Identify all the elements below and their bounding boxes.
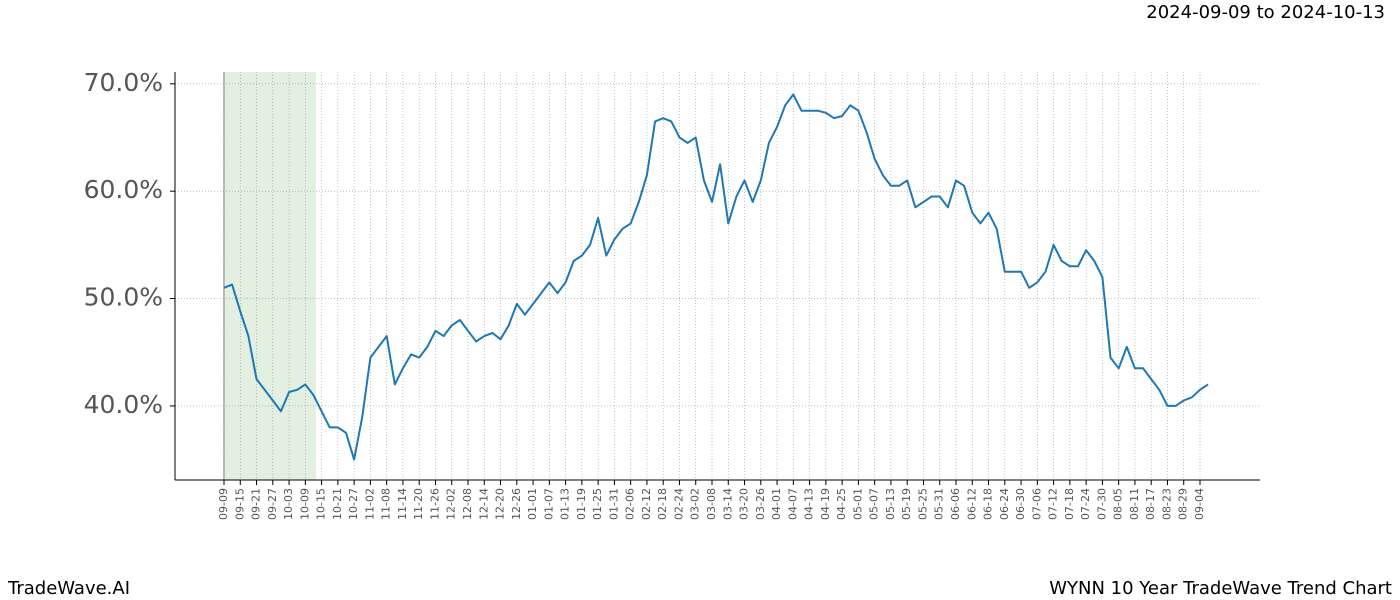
y-tick-label: 50.0% (84, 283, 163, 312)
x-tick-label: 02-06 (624, 488, 637, 520)
x-tick-label: 05-19 (900, 488, 913, 520)
x-tick-label: 07-12 (1047, 488, 1060, 520)
y-tick-label: 60.0% (84, 175, 163, 204)
x-tick-label: 05-31 (933, 488, 946, 520)
x-tick-label: 01-31 (607, 488, 620, 520)
x-tick-label: 09-04 (1193, 488, 1206, 520)
x-tick-label: 10-15 (315, 488, 328, 520)
x-tick-label: 04-13 (803, 488, 816, 520)
footer-left: TradeWave.AI (7, 578, 130, 599)
x-tick-label: 07-06 (1030, 488, 1043, 520)
x-tick-label: 10-03 (282, 488, 295, 520)
x-tick-label: 05-25 (916, 488, 929, 520)
x-tick-label: 03-02 (689, 488, 702, 520)
x-tick-label: 08-23 (1160, 488, 1173, 520)
x-tick-label: 05-01 (851, 488, 864, 520)
x-tick-label: 01-13 (559, 488, 572, 520)
x-tick-label: 03-08 (705, 488, 718, 520)
x-tick-label: 06-12 (965, 488, 978, 520)
x-tick-label: 02-24 (672, 488, 685, 520)
x-tick-label: 10-27 (347, 488, 360, 520)
x-tick-label: 12-14 (477, 488, 490, 520)
x-tick-label: 11-20 (412, 488, 425, 520)
x-tick-label: 01-25 (591, 488, 604, 520)
x-tick-label: 12-02 (445, 488, 458, 520)
x-tick-label: 07-18 (1063, 488, 1076, 520)
x-tick-label: 11-08 (380, 488, 393, 520)
x-tick-label: 03-26 (754, 488, 767, 520)
highlight-band (224, 72, 316, 480)
x-tick-label: 04-07 (786, 488, 799, 520)
x-tick-label: 08-17 (1144, 488, 1157, 520)
x-tick-label: 01-01 (526, 488, 539, 520)
x-tick-label: 02-12 (640, 488, 653, 520)
x-tick-label: 08-11 (1128, 488, 1141, 520)
x-tick-label: 12-26 (510, 488, 523, 520)
x-tick-label: 01-19 (575, 488, 588, 520)
x-tick-label: 12-08 (461, 488, 474, 520)
x-tick-label: 09-27 (266, 488, 279, 520)
x-tick-label: 03-20 (738, 488, 751, 520)
x-tick-label: 08-29 (1177, 488, 1190, 520)
trend-line (223, 93, 1209, 461)
x-tick-label: 04-25 (835, 488, 848, 520)
x-tick-label: 07-24 (1079, 488, 1092, 520)
x-tick-label: 11-14 (396, 488, 409, 520)
y-tick-label: 40.0% (84, 390, 163, 419)
x-tick-label: 05-07 (868, 488, 881, 520)
x-tick-label: 10-09 (298, 488, 311, 520)
x-tick-label: 03-14 (721, 488, 734, 520)
x-tick-label: 09-09 (217, 488, 230, 520)
x-tick-label: 05-13 (884, 488, 897, 520)
date-range: 2024-09-09 to 2024-10-13 (1146, 2, 1385, 23)
x-tick-label: 04-01 (770, 488, 783, 520)
x-tick-label: 04-19 (819, 488, 832, 520)
x-tick-label: 06-18 (982, 488, 995, 520)
x-tick-label: 10-21 (331, 488, 344, 520)
x-tick-label: 11-26 (428, 488, 441, 520)
x-tick-label: 06-24 (998, 488, 1011, 520)
x-tick-label: 06-06 (949, 488, 962, 520)
y-tick-label: 70.0% (84, 68, 163, 97)
x-tick-label: 09-15 (233, 488, 246, 520)
footer-right: WYNN 10 Year TradeWave Trend Chart (1049, 578, 1392, 599)
x-tick-label: 08-05 (1112, 488, 1125, 520)
x-tick-label: 09-21 (250, 488, 263, 520)
x-tick-label: 02-18 (656, 488, 669, 520)
x-tick-label: 01-07 (542, 488, 555, 520)
x-tick-label: 11-02 (363, 488, 376, 520)
x-tick-label: 07-30 (1095, 488, 1108, 520)
x-tick-label: 12-20 (494, 488, 507, 520)
x-tick-label: 06-30 (1014, 488, 1027, 520)
